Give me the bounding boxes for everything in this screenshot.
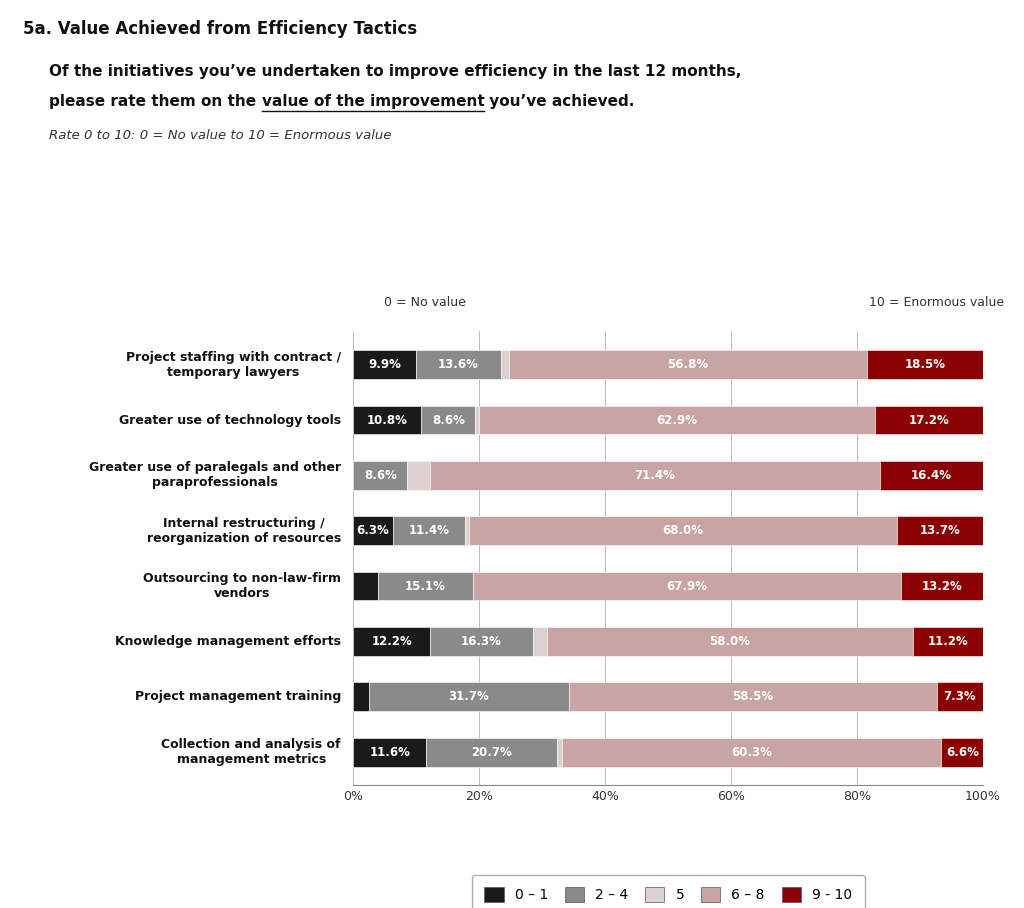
Bar [430, 461, 880, 489]
Text: Collection and analysis of
management metrics: Collection and analysis of management me… [162, 738, 341, 766]
Text: Greater use of technology tools: Greater use of technology tools [119, 413, 341, 427]
Text: 10 = Enormous value: 10 = Enormous value [869, 296, 1005, 309]
Bar [880, 461, 983, 489]
Text: Greater use of paralegals and other
paraprofessionals: Greater use of paralegals and other para… [89, 461, 341, 489]
Bar [897, 517, 983, 545]
Text: Outsourcing to non-law-firm
vendors: Outsourcing to non-law-firm vendors [143, 572, 341, 600]
Bar [912, 627, 983, 656]
Text: 67.9%: 67.9% [667, 579, 708, 593]
Text: 11.6%: 11.6% [370, 745, 411, 759]
Text: 20.7%: 20.7% [471, 745, 512, 759]
Text: 11.4%: 11.4% [409, 524, 450, 538]
Text: 62.9%: 62.9% [656, 413, 697, 427]
Bar [353, 517, 393, 545]
Bar [378, 572, 473, 600]
Text: 13.6%: 13.6% [438, 358, 479, 371]
Text: 7.3%: 7.3% [944, 690, 976, 704]
Legend: 0 – 1, 2 – 4, 5, 6 – 8, 9 - 10: 0 – 1, 2 – 4, 5, 6 – 8, 9 - 10 [472, 875, 864, 908]
Text: value of the improvement: value of the improvement [261, 94, 484, 109]
Bar [353, 461, 408, 489]
Bar [547, 627, 912, 656]
Text: 0 = No value: 0 = No value [384, 296, 466, 309]
Text: 16.3%: 16.3% [461, 635, 502, 648]
Text: 16.4%: 16.4% [911, 469, 952, 482]
Bar [502, 350, 509, 379]
Text: 13.7%: 13.7% [920, 524, 961, 538]
Text: 58.0%: 58.0% [710, 635, 751, 648]
Text: 13.2%: 13.2% [922, 579, 963, 593]
Bar [532, 627, 547, 656]
Text: 60.3%: 60.3% [731, 745, 772, 759]
Text: Project staffing with contract /
temporary lawyers: Project staffing with contract / tempora… [126, 350, 341, 379]
Bar [568, 683, 937, 711]
Text: Project management training: Project management training [135, 690, 341, 704]
Bar [408, 461, 430, 489]
Bar [353, 627, 430, 656]
Bar [353, 406, 421, 434]
Text: 5a. Value Achieved from Efficiency Tactics: 5a. Value Achieved from Efficiency Tacti… [23, 20, 417, 38]
Bar [421, 406, 475, 434]
Bar [393, 517, 465, 545]
Text: Internal restructuring /
reorganization of resources: Internal restructuring / reorganization … [146, 517, 341, 545]
Text: please rate them on the: please rate them on the [49, 94, 261, 109]
Text: 6.3%: 6.3% [356, 524, 389, 538]
Bar [353, 683, 369, 711]
Text: you’ve achieved.: you’ve achieved. [484, 94, 635, 109]
Bar [469, 517, 897, 545]
Bar [478, 406, 874, 434]
Text: 56.8%: 56.8% [667, 358, 709, 371]
Text: 18.5%: 18.5% [904, 358, 945, 371]
Bar [465, 517, 469, 545]
Bar [416, 350, 502, 379]
Text: Of the initiatives you’ve undertaken to improve efficiency in the last 12 months: Of the initiatives you’ve undertaken to … [49, 64, 741, 79]
Text: 8.6%: 8.6% [432, 413, 465, 427]
Bar [866, 350, 983, 379]
Text: Knowledge management efforts: Knowledge management efforts [115, 635, 341, 648]
Bar [353, 572, 378, 600]
Text: 15.1%: 15.1% [404, 579, 445, 593]
Bar [369, 683, 568, 711]
Text: 12.2%: 12.2% [372, 635, 412, 648]
Bar [430, 627, 532, 656]
Bar [941, 738, 983, 766]
Text: 31.7%: 31.7% [449, 690, 489, 704]
Text: 10.8%: 10.8% [367, 413, 408, 427]
Bar [557, 738, 562, 766]
Bar [426, 738, 557, 766]
Text: 9.9%: 9.9% [368, 358, 400, 371]
Text: 58.5%: 58.5% [732, 690, 773, 704]
Text: 68.0%: 68.0% [663, 524, 703, 538]
Text: Rate 0 to 10: 0 = No value to 10 = Enormous value: Rate 0 to 10: 0 = No value to 10 = Enorm… [49, 129, 391, 142]
Bar [874, 406, 983, 434]
Bar [562, 738, 941, 766]
Text: 11.2%: 11.2% [928, 635, 968, 648]
Text: 8.6%: 8.6% [364, 469, 396, 482]
Bar [353, 738, 426, 766]
Text: 6.6%: 6.6% [946, 745, 979, 759]
Text: 71.4%: 71.4% [635, 469, 676, 482]
Bar [900, 572, 984, 600]
Bar [473, 572, 900, 600]
Bar [475, 406, 478, 434]
Bar [937, 683, 983, 711]
Bar [353, 350, 416, 379]
Bar [509, 350, 866, 379]
Text: 17.2%: 17.2% [908, 413, 949, 427]
